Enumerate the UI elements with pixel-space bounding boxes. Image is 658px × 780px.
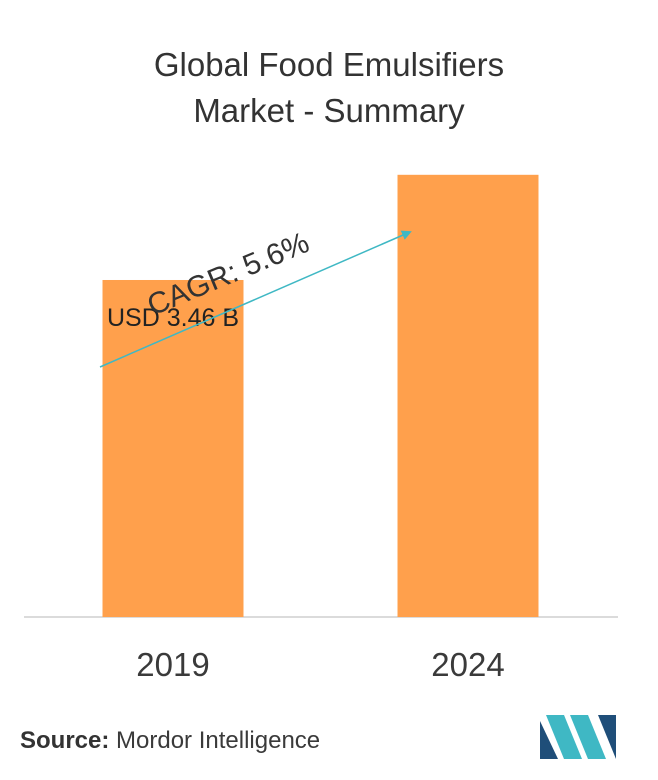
source-label: Source:	[20, 727, 110, 754]
chart-title: Global Food Emulsifiers Market - Summary	[0, 42, 658, 134]
bar-2019	[102, 279, 244, 617]
chart-title-line-2: Market - Summary	[193, 92, 465, 129]
source-footer: Source: Mordor Intelligence	[20, 727, 320, 755]
x-tick-label-2024: 2024	[431, 646, 504, 683]
data-label-2019: USD 3.46 B	[107, 304, 239, 332]
chart-title-line-1: Global Food Emulsifiers	[153, 46, 505, 83]
source-value: Mordor Intelligence	[109, 727, 321, 754]
x-tick-label-2019: 2019	[136, 646, 209, 683]
bar-2024	[397, 174, 539, 617]
mordor-intelligence-logo-icon	[540, 715, 616, 759]
cagr-arrow	[99, 230, 412, 368]
